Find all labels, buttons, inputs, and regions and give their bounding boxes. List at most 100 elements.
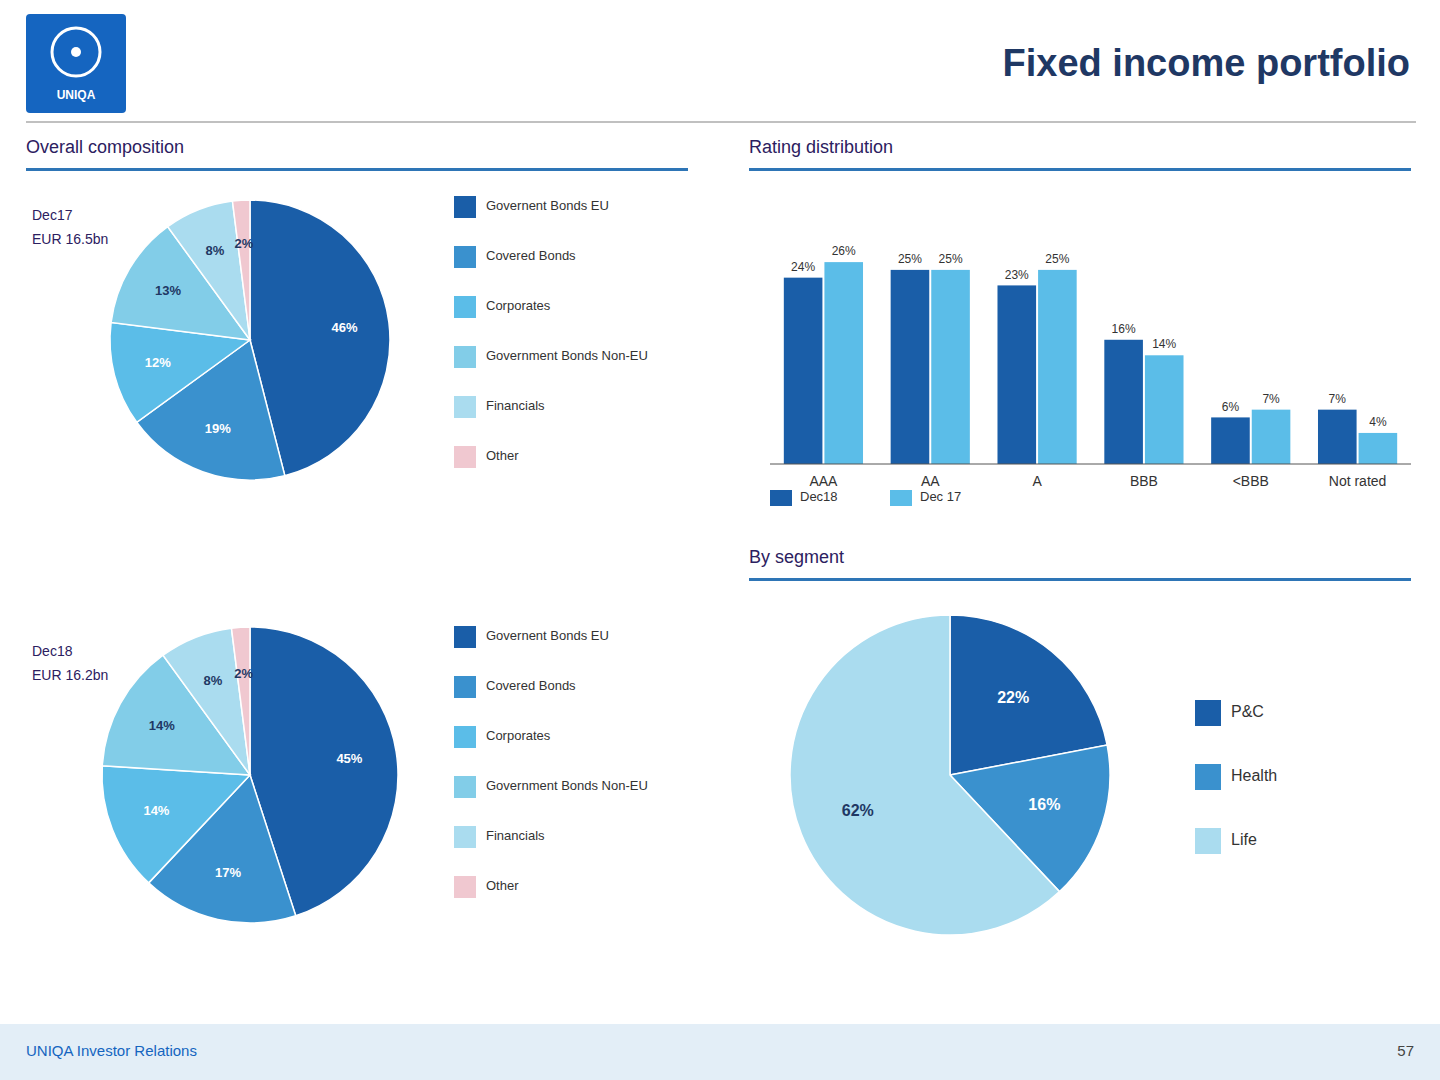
data-label: 45% xyxy=(336,751,362,766)
legend-swatch xyxy=(1195,700,1221,726)
data-label: 25% xyxy=(898,252,922,266)
data-label: 24% xyxy=(791,260,815,274)
bar xyxy=(1318,410,1357,464)
pie-slice xyxy=(790,615,1060,935)
legend-entry: Government Bonds Non-EU xyxy=(486,348,648,363)
header-separator xyxy=(26,121,1416,123)
logo-text: UNIQA xyxy=(57,88,96,102)
legend-swatch xyxy=(1195,828,1221,854)
section-underline xyxy=(749,168,1411,171)
page: UNIQA Fixed income portfolio Overall compo… xyxy=(0,0,1440,1080)
bar xyxy=(1038,270,1077,464)
data-label: 14% xyxy=(143,803,169,818)
data-label: 26% xyxy=(832,244,856,258)
legend-entry: Corporates xyxy=(486,728,551,743)
legend-entry: Life xyxy=(1231,831,1257,848)
logo: UNIQA xyxy=(26,14,126,113)
legend-swatch xyxy=(454,296,476,318)
data-label: 46% xyxy=(331,320,357,335)
x-tick-label: Not rated xyxy=(1329,473,1387,489)
legend-entry: Covered Bonds xyxy=(486,248,576,263)
data-label: 7% xyxy=(1262,392,1280,406)
pie-slice xyxy=(232,200,250,340)
data-label: 6% xyxy=(1222,400,1240,414)
bar xyxy=(891,270,930,464)
data-label: 19% xyxy=(205,421,231,436)
data-label: 13% xyxy=(155,283,181,298)
bar xyxy=(1252,410,1291,464)
pie-chart xyxy=(790,615,1110,935)
legend-entry: P&C xyxy=(1231,703,1264,720)
legend-swatch xyxy=(454,726,476,748)
data-label: 4% xyxy=(1369,415,1387,429)
pie-slice xyxy=(231,627,250,775)
legend-swatch xyxy=(454,196,476,218)
x-tick-label: AA xyxy=(921,473,940,489)
section-title: By segment xyxy=(749,547,844,567)
logo-dot xyxy=(71,47,81,57)
logo-ring xyxy=(52,28,100,76)
bar xyxy=(1359,433,1398,464)
bar xyxy=(997,285,1036,464)
legend: Governent Bonds EU Covered Bonds Corporate… xyxy=(454,626,648,898)
section-underline xyxy=(749,578,1411,581)
legend-entry: Government Bonds Non-EU xyxy=(486,778,648,793)
legend-entry: Other xyxy=(486,448,519,463)
data-label: 2% xyxy=(234,666,253,681)
data-label: 17% xyxy=(215,865,241,880)
logo-box xyxy=(26,14,126,113)
legend-swatch xyxy=(454,826,476,848)
data-label: 8% xyxy=(204,673,223,688)
data-label: 7% xyxy=(1329,392,1347,406)
legend-entry: Corporates xyxy=(486,298,551,313)
legend: Dec18Dec 17 xyxy=(770,489,961,506)
legend-swatch xyxy=(770,490,792,506)
legend-entry: Financials xyxy=(486,828,545,843)
footer xyxy=(0,1024,1440,1080)
bar xyxy=(1145,355,1184,464)
legend-swatch xyxy=(890,490,912,506)
legend-swatch xyxy=(454,776,476,798)
chart-subtitle: EUR 16.2bn xyxy=(32,667,108,683)
x-tick-label: BBB xyxy=(1130,473,1158,489)
legend: P&C Health Life xyxy=(1195,700,1277,854)
x-tick-label: AAA xyxy=(809,473,838,489)
x-tick-label: A xyxy=(1032,473,1042,489)
footer-text: UNIQA Investor Relations xyxy=(26,1042,197,1059)
x-tick-label: <BBB xyxy=(1233,473,1269,489)
chart-title: Dec18 xyxy=(32,643,73,659)
section-underline xyxy=(26,168,688,171)
data-label: 23% xyxy=(1005,268,1029,282)
x-axis-line xyxy=(770,464,1411,465)
data-label: 16% xyxy=(1112,322,1136,336)
pie-slice xyxy=(102,766,250,883)
section-title: Overall composition xyxy=(26,137,184,157)
legend-swatch xyxy=(454,876,476,898)
data-label: 16% xyxy=(1028,796,1060,813)
legend-entry: Financials xyxy=(486,398,545,413)
legend-swatch xyxy=(454,346,476,368)
legend-entry: Governent Bonds EU xyxy=(486,628,609,643)
legend-swatch xyxy=(454,626,476,648)
legend-entry: Governent Bonds EU xyxy=(486,198,609,213)
legend-swatch xyxy=(454,676,476,698)
data-label: 12% xyxy=(145,355,171,370)
legend-swatch xyxy=(454,446,476,468)
chart-title: Dec17 xyxy=(32,207,73,223)
data-label: 2% xyxy=(235,236,254,251)
legend-swatch xyxy=(1195,764,1221,790)
legend-swatch xyxy=(454,396,476,418)
page-number: 57 xyxy=(1397,1042,1414,1059)
legend-entry: Health xyxy=(1231,767,1277,784)
bar xyxy=(824,262,863,464)
data-label: 22% xyxy=(997,689,1029,706)
bar xyxy=(1104,340,1143,464)
legend-entry: Dec18 xyxy=(800,489,838,504)
section-title: Rating distribution xyxy=(749,137,893,157)
chart-subtitle: EUR 16.5bn xyxy=(32,231,108,247)
data-label: 25% xyxy=(939,252,963,266)
data-labels: 24%25%23%16%6%7%26%25%25%14%7%4% xyxy=(791,244,1387,429)
legend-entry: Covered Bonds xyxy=(486,678,576,693)
legend-swatch xyxy=(454,246,476,268)
page-title: Fixed income portfolio xyxy=(1003,42,1410,84)
